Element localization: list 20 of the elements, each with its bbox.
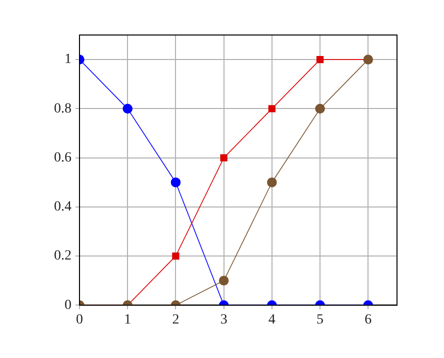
y-tick-label: 0.4 <box>54 200 72 215</box>
x-tick-label: 5 <box>316 312 324 328</box>
point <box>122 104 133 114</box>
point <box>268 105 276 112</box>
x-tick-label: 2 <box>172 312 180 328</box>
x-tick-label: 3 <box>220 312 228 328</box>
point <box>316 56 324 64</box>
y-tick-label: 0.8 <box>54 101 72 116</box>
point <box>170 177 181 188</box>
y-tick-label: 0.6 <box>54 150 72 166</box>
point <box>267 177 277 188</box>
point <box>315 104 325 114</box>
y-tick-label: 0.2 <box>54 248 72 264</box>
y-tick-label: 0 <box>64 298 72 313</box>
x-tick-label: 0 <box>76 312 83 328</box>
x-tick-label: 6 <box>364 312 372 328</box>
x-tick-label: 4 <box>268 312 276 328</box>
y-tick-label: 1 <box>64 52 72 68</box>
x-tick-label: 1 <box>124 312 132 328</box>
point <box>220 154 228 162</box>
